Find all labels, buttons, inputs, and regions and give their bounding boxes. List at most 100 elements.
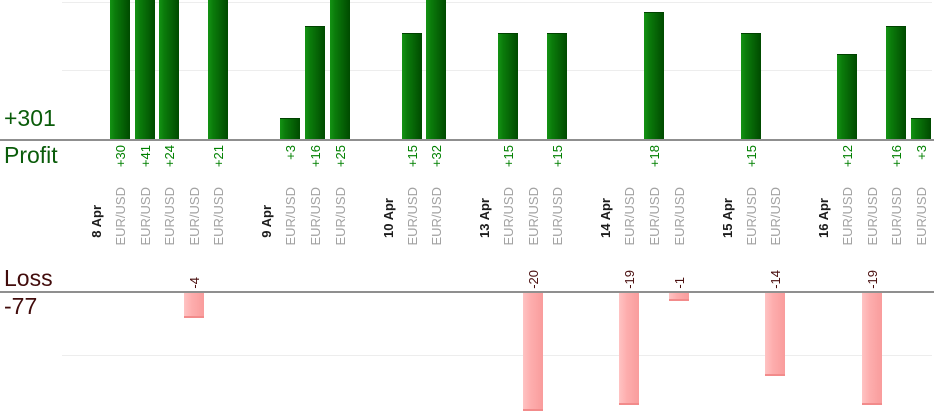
profit-bar	[135, 0, 155, 140]
profit-value-label: +15	[741, 145, 761, 167]
gridline	[62, 355, 932, 356]
profit-value-label: +41	[135, 145, 155, 167]
profit-bar	[741, 33, 761, 140]
symbol-label: EUR/USD	[305, 183, 325, 246]
date-label-text: 9 Apr	[258, 205, 274, 238]
loss-value-label: -19	[619, 254, 639, 289]
symbol-label: EUR/USD	[644, 183, 664, 246]
date-label: 14 Apr	[595, 183, 615, 246]
date-label-text: 15 Apr	[719, 198, 735, 238]
rotated-label-text: EUR/USD	[621, 187, 637, 246]
rotated-label-text: -20	[525, 270, 541, 289]
profit-value-label: +16	[305, 145, 325, 167]
profit-value-label: +15	[547, 145, 567, 167]
profit-bar	[305, 26, 325, 140]
profit-value-label: +15	[498, 145, 518, 167]
profit-axis-line	[0, 139, 934, 141]
profit-bar	[837, 54, 857, 140]
date-label-text: 16 Apr	[815, 198, 831, 238]
rotated-label-text: EUR/USD	[332, 187, 348, 246]
rotated-label-text: +15	[743, 145, 759, 168]
rotated-label-text: +15	[404, 145, 420, 168]
rotated-label-text: EUR/USD	[112, 187, 128, 246]
rotated-label-text: EUR/USD	[646, 187, 662, 246]
profit-bar	[208, 0, 228, 140]
profit-value-label: +3	[911, 145, 931, 160]
profit-value-label: +15	[402, 145, 422, 167]
rotated-label-text: +25	[332, 145, 348, 168]
rotated-label-text: +16	[888, 145, 904, 168]
profit-value-label: +25	[330, 145, 350, 167]
rotated-label-text: EUR/USD	[161, 187, 177, 246]
profit-value-label: +16	[886, 145, 906, 167]
rotated-label-text: +3	[282, 145, 298, 160]
rotated-label-text: +41	[137, 145, 153, 168]
profit-value-label: +30	[110, 145, 130, 167]
rotated-label-text: +15	[549, 145, 565, 168]
profit-bar	[498, 33, 518, 140]
symbol-label: EUR/USD	[911, 183, 931, 246]
rotated-label-text: -19	[864, 270, 880, 289]
profit-bar	[886, 26, 906, 140]
rotated-label-text: +18	[646, 145, 662, 168]
profit-value-label: +18	[644, 145, 664, 167]
symbol-label: EUR/USD	[862, 183, 882, 246]
rotated-label-text: EUR/USD	[767, 187, 783, 246]
rotated-label-text: +12	[839, 145, 855, 168]
symbol-label: EUR/USD	[208, 183, 228, 246]
symbol-label: EUR/USD	[184, 183, 204, 246]
symbol-label: EUR/USD	[837, 183, 857, 246]
symbol-label: EUR/USD	[765, 183, 785, 246]
profit-chart-area	[0, 0, 934, 140]
rotated-label-text: -19	[621, 270, 637, 289]
date-label: 16 Apr	[813, 183, 833, 246]
loss-bar	[184, 293, 204, 318]
loss-value-label: -19	[862, 254, 882, 289]
symbol-label: EUR/USD	[402, 183, 422, 246]
date-label: 15 Apr	[717, 183, 737, 246]
rotated-label-text: EUR/USD	[525, 187, 541, 246]
date-label-text: 14 Apr	[597, 198, 613, 238]
rotated-label-text: EUR/USD	[500, 187, 516, 246]
profit-bar	[911, 118, 931, 140]
profit-bar	[402, 33, 422, 140]
symbol-label: EUR/USD	[280, 183, 300, 246]
profit-bar	[644, 12, 664, 140]
profit-value-label: +12	[837, 145, 857, 167]
symbol-label: EUR/USD	[547, 183, 567, 246]
loss-value-label: -4	[184, 254, 204, 289]
loss-axis-line	[0, 291, 934, 293]
rotated-label-text: EUR/USD	[549, 187, 565, 246]
date-label: 9 Apr	[256, 183, 276, 246]
symbol-label: EUR/USD	[886, 183, 906, 246]
profit-bar	[547, 33, 567, 140]
profit-bar	[280, 118, 300, 140]
loss-bar	[862, 293, 882, 405]
rotated-label-text: EUR/USD	[210, 187, 226, 246]
symbol-label: EUR/USD	[135, 183, 155, 246]
loss-bar	[669, 293, 689, 301]
loss-axis-label: Loss	[4, 265, 53, 291]
loss-bar	[765, 293, 785, 376]
rotated-label-text: EUR/USD	[404, 187, 420, 246]
loss-value-labels: -4 -20 -19 -1 -14 -19	[0, 254, 934, 289]
profit-bar	[159, 0, 179, 140]
rotated-label-text: +3	[913, 145, 929, 160]
gridline	[62, 2, 932, 3]
symbol-label: EUR/USD	[619, 183, 639, 246]
profit-bar	[110, 0, 130, 140]
symbol-label: EUR/USD	[330, 183, 350, 246]
loss-value-label: -14	[765, 254, 785, 289]
category-axis-labels: 8 Apr EUR/USD EUR/USD EUR/USD EUR/USD EUR/USD…	[0, 183, 934, 246]
symbol-label: EUR/USD	[523, 183, 543, 246]
profit-bar	[330, 0, 350, 140]
profit-value-label: +24	[159, 145, 179, 167]
symbol-label: EUR/USD	[741, 183, 761, 246]
symbol-label: EUR/USD	[669, 183, 689, 246]
rotated-label-text: +30	[112, 145, 128, 168]
rotated-label-text: EUR/USD	[671, 187, 687, 246]
rotated-label-text: -14	[767, 270, 783, 289]
rotated-label-text: EUR/USD	[913, 187, 929, 246]
profit-bar	[426, 0, 446, 140]
